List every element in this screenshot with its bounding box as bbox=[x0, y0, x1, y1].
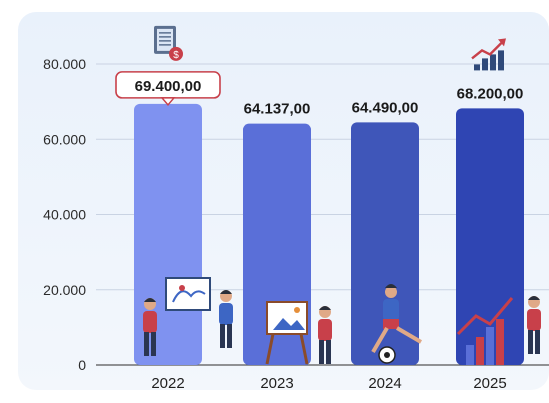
document-coin-icon: $ bbox=[154, 25, 183, 61]
x-tick-label: 2022 bbox=[151, 375, 184, 390]
y-axis-ticks: 0 20.000 40.000 60.000 80.000 bbox=[43, 56, 86, 373]
data-label: 69.400,00 bbox=[135, 78, 202, 95]
x-tick-label: 2023 bbox=[260, 375, 293, 390]
person-figure bbox=[143, 298, 157, 356]
x-tick-label: 2025 bbox=[473, 375, 506, 390]
painter-easel-icon bbox=[265, 301, 332, 365]
annotation-icons: $ bbox=[154, 25, 506, 71]
y-tick-label: 40.000 bbox=[43, 207, 86, 223]
y-tick-label: 60.000 bbox=[43, 131, 86, 147]
data-label: 64.137,00 bbox=[244, 101, 311, 118]
bar-2025 bbox=[456, 108, 524, 366]
label-pointer bbox=[160, 97, 176, 106]
bar-2024 bbox=[351, 122, 419, 365]
teacher-students-icon bbox=[143, 277, 233, 356]
x-tick-label: 2024 bbox=[368, 375, 401, 390]
x-axis-labels: 2022 2023 2024 2025 bbox=[151, 375, 506, 390]
soccer-player-icon bbox=[371, 284, 423, 364]
data-label: 68.200,00 bbox=[457, 85, 524, 102]
growth-chart-icon bbox=[471, 38, 506, 71]
y-tick-label: 0 bbox=[78, 357, 86, 373]
person-figure bbox=[527, 296, 541, 354]
person-figure bbox=[318, 306, 332, 364]
y-tick-label: 20.000 bbox=[43, 282, 86, 298]
data-labels: 69.400,00 64.137,00 64.490,00 68.200,00 bbox=[115, 71, 524, 118]
chart-card: 0 20.000 40.000 60.000 80.000 2022 2023 2024 20… bbox=[18, 12, 549, 390]
svg-text:$: $ bbox=[173, 50, 179, 61]
y-tick-label: 80.000 bbox=[43, 56, 86, 72]
data-label: 64.490,00 bbox=[352, 99, 419, 116]
analyst-chart-icon bbox=[456, 296, 541, 365]
person-figure bbox=[219, 290, 233, 348]
illustrations bbox=[143, 277, 541, 365]
